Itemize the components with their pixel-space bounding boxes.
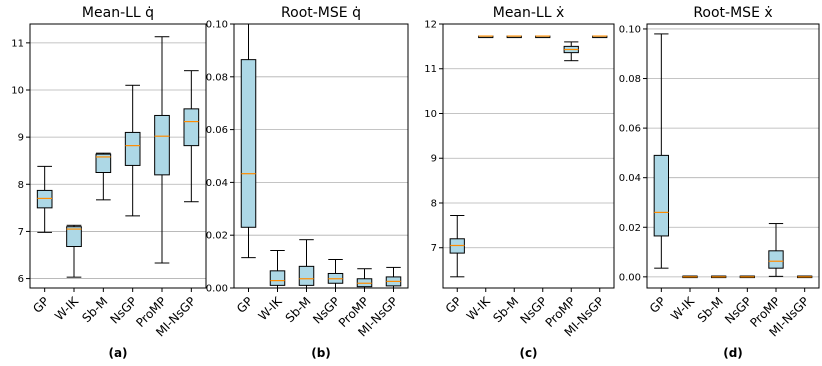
panel-label: (c) bbox=[519, 346, 537, 360]
x-tick-label: GP bbox=[30, 294, 52, 316]
box-plot-sb-m bbox=[506, 35, 522, 39]
y-tick-label: 10 bbox=[11, 86, 24, 97]
box-plot-sb-m bbox=[95, 152, 112, 201]
box-plot-w-ik bbox=[269, 250, 286, 289]
box bbox=[36, 189, 53, 209]
chart-title: Mean-LL ẋ bbox=[493, 5, 565, 21]
chart-title: Mean-LL q̇ bbox=[82, 5, 154, 21]
box-plot-nsgp bbox=[739, 275, 756, 279]
box bbox=[66, 226, 82, 248]
y-tick-label: 6 bbox=[18, 274, 24, 285]
y-tick-label: 0.00 bbox=[619, 272, 641, 283]
y-tick-label: 0.04 bbox=[619, 173, 641, 184]
box-plot-w-ik bbox=[66, 224, 82, 278]
y-tick-label: 0.08 bbox=[619, 74, 641, 85]
plot-frame bbox=[29, 23, 207, 289]
x-tick-label: GP bbox=[234, 294, 256, 316]
y-tick-label: 0.00 bbox=[206, 284, 228, 295]
chart-title: Root-MSE ẋ bbox=[693, 5, 772, 21]
panel-label: (b) bbox=[311, 346, 331, 360]
y-tick-label: 7 bbox=[431, 243, 437, 254]
y-tick-label: 0.10 bbox=[206, 20, 228, 31]
plot-frame bbox=[442, 23, 615, 289]
box-plot-gp bbox=[240, 23, 257, 259]
x-tick-label: Sb-M bbox=[283, 294, 314, 325]
panel-label: (a) bbox=[108, 346, 127, 360]
box-plot-w-ik bbox=[478, 35, 494, 39]
box bbox=[653, 154, 670, 237]
y-tick-label: 0.06 bbox=[619, 124, 641, 135]
x-tick-label: W-IK bbox=[256, 293, 286, 323]
box-plot-mi-nsgp bbox=[183, 70, 200, 203]
box-plot-gp bbox=[653, 33, 670, 269]
box-plot-sb-m bbox=[711, 275, 727, 279]
x-tick-label: W-IK bbox=[668, 293, 698, 323]
box bbox=[269, 270, 286, 286]
y-tick-label: 0.10 bbox=[619, 24, 641, 35]
y-tick-label: 0.06 bbox=[206, 125, 228, 136]
box-plot-gp bbox=[36, 165, 53, 233]
y-tick-label: 0.08 bbox=[206, 72, 228, 83]
box-plot-promp bbox=[356, 268, 373, 289]
y-tick-label: 0.02 bbox=[206, 231, 228, 242]
box-plot-nsgp bbox=[327, 258, 344, 289]
y-tick-label: 0.02 bbox=[619, 223, 641, 234]
y-tick-label: 11 bbox=[11, 38, 24, 49]
box bbox=[240, 59, 257, 228]
x-tick-label: GP bbox=[443, 294, 465, 316]
box-plot-promp bbox=[768, 223, 784, 277]
box-plot-promp bbox=[563, 41, 579, 62]
y-tick-label: 8 bbox=[18, 180, 24, 191]
box bbox=[95, 153, 112, 174]
panel-label: (d) bbox=[723, 346, 743, 360]
box-plot-mi-nsgp bbox=[592, 35, 608, 39]
box-plot-sb-m bbox=[298, 239, 315, 289]
box-plot-nsgp bbox=[535, 35, 551, 39]
box-plot-w-ik bbox=[682, 275, 698, 279]
y-tick-label: 11 bbox=[424, 64, 437, 75]
x-tick-label: GP bbox=[647, 294, 669, 316]
x-tick-label: W-IK bbox=[464, 293, 494, 323]
chart-title: Root-MSE q̇ bbox=[281, 5, 361, 21]
box-plot-mi-nsgp bbox=[797, 275, 813, 279]
x-tick-label: Sb-M bbox=[79, 294, 110, 325]
y-tick-label: 9 bbox=[18, 133, 24, 144]
box bbox=[768, 250, 784, 269]
y-tick-label: 8 bbox=[431, 198, 437, 209]
box bbox=[124, 131, 141, 166]
x-tick-label: Sb-M bbox=[490, 294, 521, 325]
box-plot-mi-nsgp bbox=[385, 266, 402, 289]
plot-frame bbox=[646, 23, 820, 289]
box bbox=[298, 265, 315, 286]
box-plot-nsgp bbox=[124, 84, 141, 217]
y-tick-label: 0.04 bbox=[206, 178, 228, 189]
y-tick-label: 10 bbox=[424, 109, 437, 120]
x-tick-label: W-IK bbox=[52, 293, 82, 323]
y-tick-label: 7 bbox=[18, 227, 24, 238]
box-plot-gp bbox=[449, 215, 465, 278]
plot-frame bbox=[233, 23, 409, 289]
x-tick-label: Sb-M bbox=[695, 294, 726, 325]
box bbox=[154, 114, 170, 176]
box bbox=[183, 108, 200, 147]
y-tick-label: 12 bbox=[424, 20, 437, 31]
y-tick-label: 9 bbox=[431, 154, 437, 165]
box-plot-promp bbox=[154, 36, 170, 264]
